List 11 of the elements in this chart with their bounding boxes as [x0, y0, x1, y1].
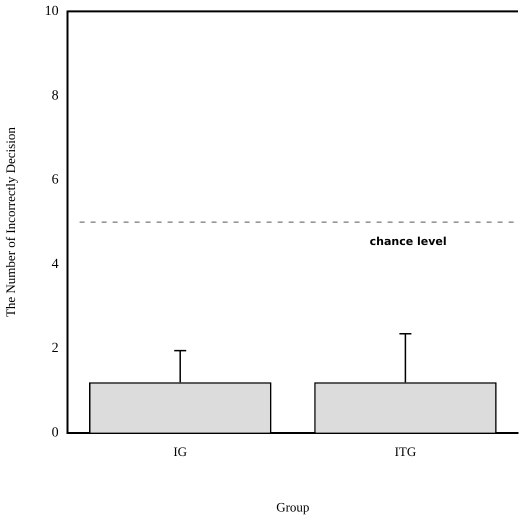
y-tick-label: 0 [52, 425, 59, 440]
x-axis-title: Group [276, 500, 310, 515]
y-tick-label: 6 [52, 172, 59, 188]
y-tick-label: 4 [52, 256, 59, 272]
x-tick-label: IG [173, 444, 188, 460]
ref-line-label: chance level [370, 234, 447, 248]
y-axis-title: The Number of Incorrectly Decision [3, 126, 18, 318]
y-tick-label: 10 [44, 4, 59, 20]
y-tick-label: 8 [52, 88, 59, 104]
x-tick-label: ITG [394, 444, 416, 460]
y-tick-label: 2 [52, 341, 59, 356]
